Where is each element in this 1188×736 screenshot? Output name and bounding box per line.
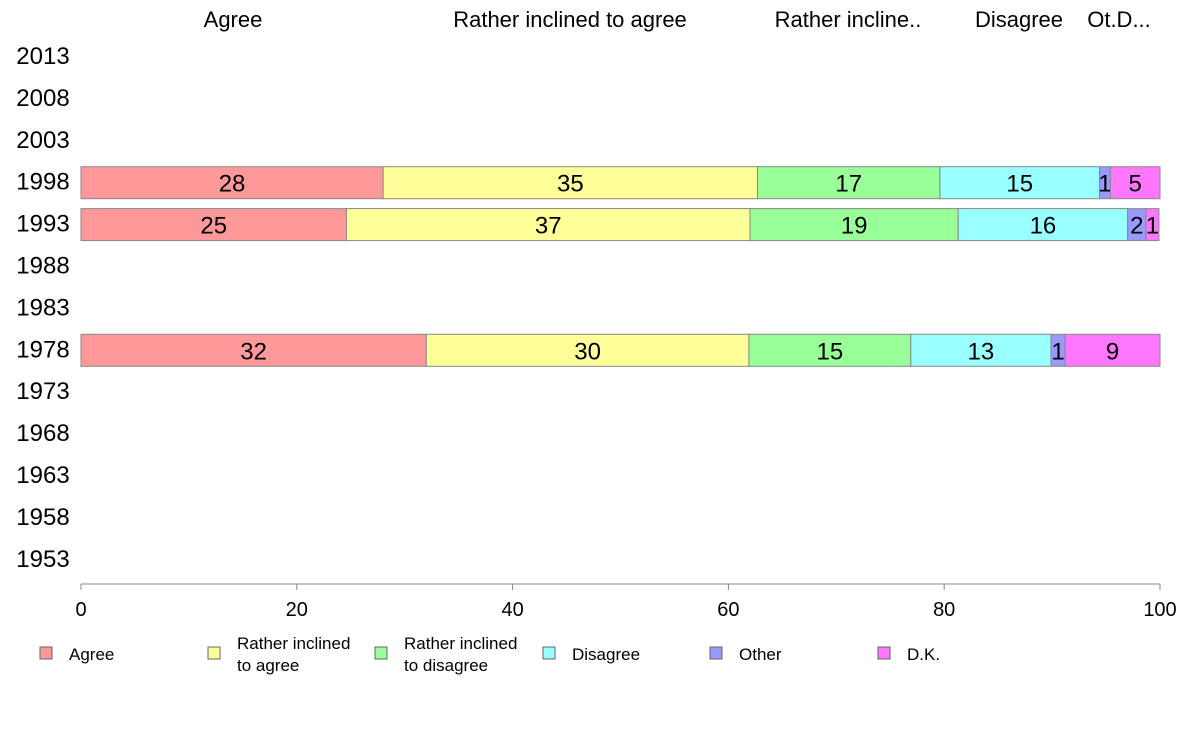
bar-segment-1998-3 bbox=[757, 166, 941, 200]
legend-label-1: Agree bbox=[69, 645, 114, 664]
bar-value-label-1998-3: 17 bbox=[835, 171, 862, 198]
bar-value-label-1998-2: 35 bbox=[557, 171, 584, 198]
bar-value-label-1978-4: 13 bbox=[968, 338, 995, 365]
legend-swatch-6 bbox=[877, 646, 891, 660]
bar-value-label-1978-6: 9 bbox=[1106, 338, 1119, 365]
x-tick-label-100: 100 bbox=[1143, 599, 1176, 621]
legend-swatch-4 bbox=[542, 646, 556, 660]
legend-label-2-line-1: Rather inclined bbox=[237, 634, 350, 653]
bar-segment-1993-3 bbox=[749, 208, 959, 242]
year-label-1998: 1998 bbox=[16, 169, 69, 196]
year-label-2003: 2003 bbox=[16, 127, 69, 154]
bar-segment-1978-4 bbox=[910, 333, 1052, 367]
bar-segment-1978-6 bbox=[1064, 333, 1161, 367]
year-label-1973: 1973 bbox=[16, 378, 69, 405]
bar-segment-1998-2 bbox=[382, 166, 759, 200]
bar-value-label-1998-6: 5 bbox=[1129, 171, 1142, 198]
legend-swatch-2 bbox=[207, 646, 221, 660]
bar-segment-1993-2 bbox=[345, 208, 751, 242]
year-label-1958: 1958 bbox=[16, 504, 69, 531]
bar-segment-1993-1 bbox=[80, 208, 347, 242]
year-label-2008: 2008 bbox=[16, 85, 69, 112]
column-header-3: Rather incline.. bbox=[775, 7, 922, 32]
bar-value-label-1993-4: 16 bbox=[1030, 213, 1057, 240]
bar-value-label-1998-5: 1 bbox=[1098, 171, 1111, 198]
bar-segment-1978-2 bbox=[425, 333, 750, 367]
year-label-1988: 1988 bbox=[16, 253, 69, 280]
bar-segment-1998-6 bbox=[1109, 166, 1161, 200]
year-label-1968: 1968 bbox=[16, 420, 69, 447]
bar-segment-1998-1 bbox=[80, 166, 384, 200]
legend-label-3-line-2: to disagree bbox=[404, 656, 488, 675]
legend-label-3-line-1: Rather inclined bbox=[404, 634, 517, 653]
legend-label-6: D.K. bbox=[907, 645, 940, 664]
x-tick-label-40: 40 bbox=[501, 599, 523, 621]
legend-swatch-5 bbox=[709, 646, 723, 660]
bar-segment-1993-6 bbox=[1145, 208, 1160, 242]
year-label-1963: 1963 bbox=[16, 462, 69, 489]
legend-swatch-1 bbox=[39, 646, 53, 660]
legend-label-5: Other bbox=[739, 645, 782, 664]
bar-value-label-1993-3: 19 bbox=[841, 213, 868, 240]
x-tick-label-60: 60 bbox=[717, 599, 739, 621]
column-header-4: Disagree bbox=[975, 7, 1063, 32]
column-header-5: Ot.D... bbox=[1087, 7, 1151, 32]
legend-label-4: Disagree bbox=[572, 645, 640, 664]
x-tick-label-80: 80 bbox=[933, 599, 955, 621]
bar-segment-1978-3 bbox=[748, 333, 912, 367]
year-label-1978: 1978 bbox=[16, 336, 69, 363]
bar-value-label-1993-5: 2 bbox=[1130, 213, 1143, 240]
year-label-2013: 2013 bbox=[16, 43, 69, 70]
bar-value-label-1998-1: 28 bbox=[219, 171, 246, 198]
x-tick-label-0: 0 bbox=[75, 599, 86, 621]
x-tick-label-20: 20 bbox=[286, 599, 308, 621]
bar-segment-1993-4 bbox=[957, 208, 1129, 242]
year-label-1953: 1953 bbox=[16, 546, 69, 573]
bar-value-label-1978-1: 32 bbox=[240, 338, 267, 365]
bar-value-label-1993-2: 37 bbox=[535, 213, 562, 240]
year-label-1983: 1983 bbox=[16, 294, 69, 321]
column-header-2: Rather inclined to agree bbox=[453, 7, 687, 32]
legend-swatch-3 bbox=[374, 646, 388, 660]
bar-value-label-1978-2: 30 bbox=[574, 338, 601, 365]
bar-value-label-1993-6: 1 bbox=[1146, 213, 1159, 240]
bar-value-label-1978-5: 1 bbox=[1051, 338, 1064, 365]
bar-value-label-1998-4: 15 bbox=[1006, 171, 1033, 198]
column-header-1: Agree bbox=[204, 7, 263, 32]
year-label-1993: 1993 bbox=[16, 211, 69, 238]
bar-segment-1978-1 bbox=[80, 333, 427, 367]
legend-label-2-line-2: to agree bbox=[237, 656, 299, 675]
bar-value-label-1993-1: 25 bbox=[200, 213, 227, 240]
bar-value-label-1978-3: 15 bbox=[816, 338, 843, 365]
